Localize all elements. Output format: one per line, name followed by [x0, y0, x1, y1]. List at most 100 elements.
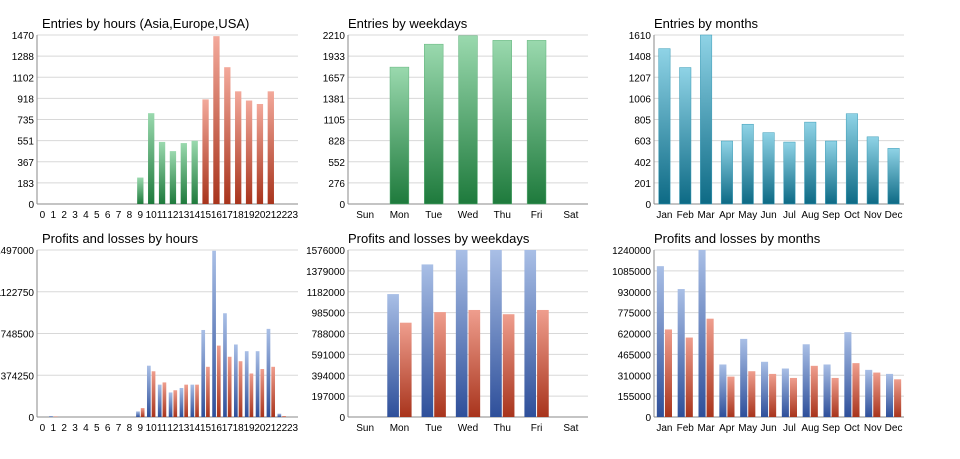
bar-May: [741, 123, 754, 205]
y-tick-label: 775000: [618, 309, 652, 320]
y-tick-label: 1122750: [0, 288, 34, 299]
x-tick-label: Fri: [531, 423, 543, 434]
loss-bar-18: [238, 361, 243, 417]
bar-Thu: [492, 40, 512, 205]
y-tick-label: 930000: [618, 288, 652, 299]
bar-13: [180, 143, 187, 204]
x-tick-label: Thu: [494, 210, 511, 221]
x-tick-label: 7: [116, 210, 122, 221]
pl-by-hours-panel: Profits and losses by hours 0 374250 74850…: [0, 230, 320, 459]
x-tick-label: 20: [254, 423, 266, 434]
loss-bar-Oct: [852, 363, 860, 417]
pl-by-months-chart: 0 155000 310000 465000 620000 775000 930000 108…: [612, 246, 904, 434]
y-tick-label: 1240000: [612, 246, 651, 257]
bar-Wed: [458, 35, 478, 205]
bar-Fri: [526, 40, 547, 205]
loss-bar-20: [260, 369, 265, 417]
x-tick-label: Thu: [494, 423, 511, 434]
loss-bar-Apr: [727, 376, 735, 417]
entries-by-weekdays-panel: Entries by weekdays 0 276 552 828 1105 1381 16…: [306, 0, 616, 230]
profit-bar-May: [740, 338, 748, 417]
y-tick-label: 1657: [323, 73, 346, 84]
x-tick-label: Mar: [697, 210, 715, 221]
x-tick-label: 17: [222, 423, 234, 434]
x-tick-label: Sun: [356, 423, 374, 434]
x-tick-label: Wed: [458, 210, 478, 221]
x-tick-label: 18: [233, 210, 245, 221]
loss-bar-Fri: [537, 309, 549, 417]
x-tick-label: 19: [244, 210, 256, 221]
x-tick-label: Dec: [885, 210, 903, 221]
x-tick-label: 16: [211, 210, 223, 221]
y-tick-label: 465000: [618, 350, 652, 361]
x-tick-label: Jun: [761, 210, 777, 221]
bar-Sep: [825, 140, 838, 205]
x-tick-label: Jan: [656, 423, 672, 434]
profit-bar-17: [223, 313, 227, 417]
bar-Jun: [762, 132, 775, 205]
x-tick-label: May: [738, 210, 757, 221]
bar-12: [169, 151, 177, 204]
x-tick-label: 12: [167, 423, 179, 434]
x-tick-label: 10: [146, 423, 158, 434]
profit-bar-13: [179, 387, 184, 417]
y-tick-label: 735: [17, 116, 34, 127]
x-tick-label: 9: [138, 423, 144, 434]
pl-by-weekdays-title: Profits and losses by weekdays: [348, 231, 530, 246]
bar-Nov: [866, 136, 879, 205]
profit-bar-Mon: [387, 294, 399, 417]
bar-Oct: [845, 113, 858, 205]
bar-21: [267, 91, 274, 204]
entries-by-hours-panel: Entries by hours (Asia,Europe,USA) 0 183 3…: [0, 0, 320, 230]
y-tick-label: 155000: [618, 392, 652, 403]
y-tick-label: 1102: [12, 73, 34, 84]
x-tick-label: 5: [94, 210, 100, 221]
entries-by-hours-title: Entries by hours (Asia,Europe,USA): [42, 16, 250, 31]
x-tick-label: 14: [189, 423, 201, 434]
x-tick-label: 3: [72, 210, 78, 221]
bar-Apr: [720, 140, 733, 205]
x-tick-label: 8: [127, 210, 133, 221]
loss-bar-Jul: [789, 377, 797, 417]
x-tick-label: Sep: [822, 210, 840, 221]
y-tick-label: 0: [339, 200, 345, 211]
y-tick-label: 828: [328, 137, 345, 148]
x-tick-label: 22: [276, 423, 288, 434]
pl-by-hours-title: Profits and losses by hours: [42, 231, 199, 246]
profit-bar-1: [49, 416, 53, 417]
y-tick-label: 788000: [312, 330, 346, 341]
loss-bar-Jun: [769, 373, 777, 417]
x-tick-label: 1: [51, 210, 57, 221]
loss-bar-Mon: [399, 322, 412, 417]
x-tick-label: 6: [105, 210, 111, 221]
x-tick-label: Jun: [761, 423, 777, 434]
x-tick-label: 8: [127, 423, 133, 434]
bar-16: [213, 36, 220, 204]
y-tick-label: 985000: [312, 309, 346, 320]
x-tick-label: 18: [233, 423, 245, 434]
pl-by-hours-chart: 0374250748500112275014970000123456789101…: [0, 246, 299, 434]
y-tick-label: 1085000: [612, 267, 651, 278]
x-tick-label: 4: [83, 423, 89, 434]
loss-bar-Jan: [664, 329, 672, 417]
x-tick-label: 23: [287, 423, 299, 434]
bar-Jul: [783, 141, 796, 205]
x-tick-label: 19: [244, 423, 256, 434]
x-tick-label: Tue: [425, 210, 442, 221]
entries-by-months-panel: Entries by months 0 201 402 603 805 1006 1207 1…: [612, 0, 922, 230]
x-tick-label: 20: [254, 210, 266, 221]
loss-bar-Wed: [468, 309, 481, 417]
profit-bar-Nov: [865, 369, 873, 417]
y-tick-label: 1933: [323, 52, 346, 63]
x-tick-label: Aug: [801, 423, 819, 434]
x-tick-label: 10: [146, 210, 158, 221]
loss-bar-19: [249, 373, 254, 417]
x-tick-label: 11: [157, 210, 168, 221]
y-tick-label: 805: [634, 116, 651, 127]
loss-bar-22: [282, 416, 286, 417]
bar-17: [224, 67, 231, 204]
x-tick-label: 0: [40, 423, 46, 434]
y-tick-label: 1006: [629, 94, 652, 105]
x-tick-label: Fri: [531, 210, 543, 221]
